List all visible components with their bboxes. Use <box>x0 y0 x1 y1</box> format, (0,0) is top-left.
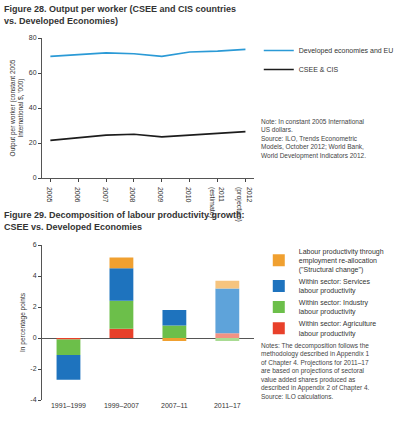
svg-text:6: 6 <box>33 241 37 248</box>
svg-text:0: 0 <box>33 334 37 341</box>
svg-text:Developed economies and EU: Developed economies and EU <box>299 47 394 55</box>
svg-text:0: 0 <box>33 174 37 181</box>
svg-text:2011(estimate): 2011(estimate) <box>208 187 225 218</box>
svg-text:In percentage points: In percentage points <box>19 292 27 352</box>
svg-text:Note: In constant 2005 Interna: Note: In constant 2005 InternationalUS d… <box>261 118 366 160</box>
svg-text:Within sector: Industrylabour: Within sector: Industrylabour productivi… <box>299 299 369 316</box>
svg-text:4: 4 <box>33 272 37 279</box>
svg-text:40: 40 <box>29 104 37 111</box>
svg-text:20: 20 <box>29 139 37 146</box>
svg-text:60: 60 <box>29 69 37 76</box>
svg-text:2006: 2006 <box>74 187 81 203</box>
svg-text:80: 80 <box>29 34 37 41</box>
svg-text:Within sector: Agriculturelabo: Within sector: Agriculturelabour product… <box>299 320 377 337</box>
svg-text:Within sector: Serviceslabour: Within sector: Serviceslabour productivi… <box>299 278 371 295</box>
svg-text:2007–11: 2007–11 <box>161 402 188 409</box>
svg-text:2012(projection): 2012(projection) <box>235 187 252 222</box>
svg-text:2: 2 <box>33 303 37 310</box>
svg-text:Labour productivity throughemp: Labour productivity throughemployment re… <box>299 248 384 274</box>
svg-text:Figure 29. Decomposition of la: Figure 29. Decomposition of labour produ… <box>4 210 245 232</box>
svg-text:2010: 2010 <box>185 187 192 203</box>
svg-text:Notes: The decomposition follo: Notes: The decomposition follows themeth… <box>261 342 370 400</box>
svg-text:-2: -2 <box>30 365 36 372</box>
svg-text:2011–17: 2011–17 <box>214 402 241 409</box>
svg-text:1999–2007: 1999–2007 <box>104 402 139 409</box>
svg-text:2007: 2007 <box>102 187 109 203</box>
svg-text:Figure 28. Output per worker (: Figure 28. Output per worker (CSEE and C… <box>4 4 236 26</box>
svg-text:2009: 2009 <box>157 187 164 203</box>
svg-text:-4: -4 <box>30 396 36 403</box>
svg-text:CSEE & CIS: CSEE & CIS <box>299 66 339 73</box>
svg-text:1991–1999: 1991–1999 <box>51 402 86 409</box>
svg-text:2005: 2005 <box>46 187 53 203</box>
svg-text:2008: 2008 <box>129 187 136 203</box>
svg-text:Output per worker (constant 20: Output per worker (constant 2005Internat… <box>9 59 25 156</box>
